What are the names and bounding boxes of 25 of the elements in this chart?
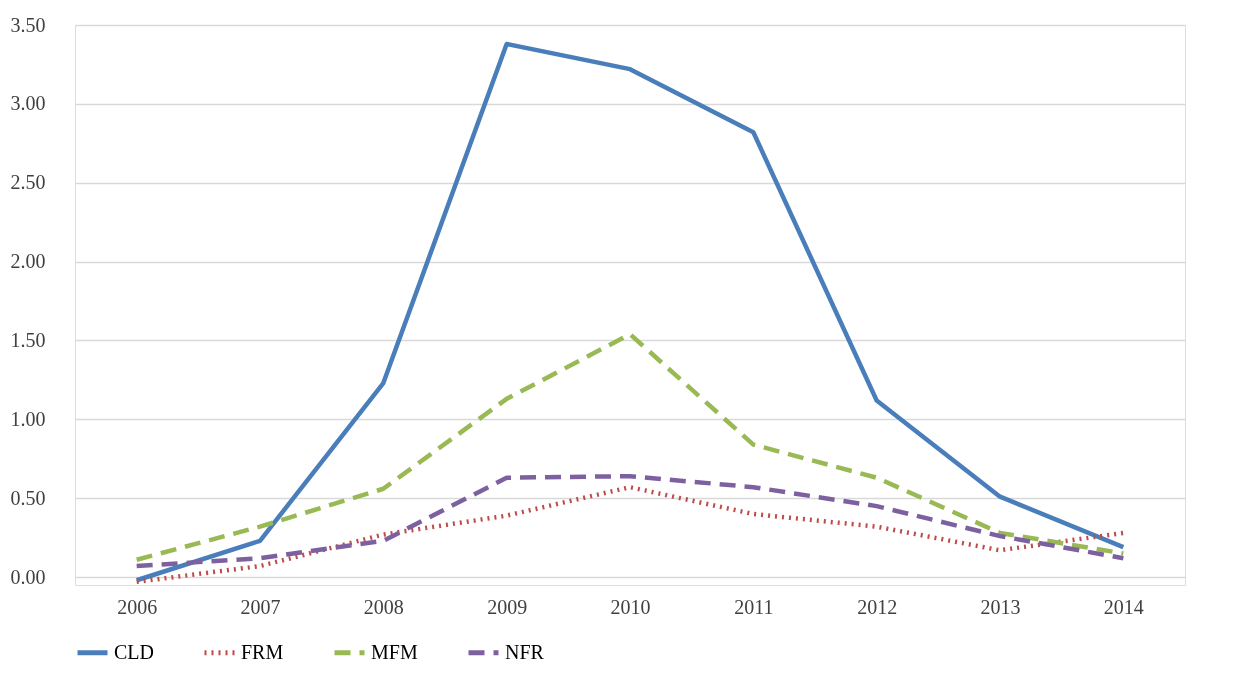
x-tick-label: 2010 — [610, 595, 651, 618]
line-series — [134, 331, 1126, 563]
line-series — [134, 484, 1126, 585]
legend-label: MFM — [371, 640, 418, 663]
x-tick-label: 2014 — [1103, 595, 1144, 618]
line-series — [134, 473, 1126, 569]
x-tick-label: 2011 — [734, 595, 774, 618]
x-tick-label: 2006 — [117, 595, 158, 618]
y-tick-label: 3.00 — [10, 92, 46, 115]
x-tick-label: 2007 — [240, 595, 281, 618]
x-tick-label: 2009 — [487, 595, 528, 618]
legend-label: CLD — [114, 640, 154, 663]
x-tick-label: 2013 — [980, 595, 1021, 618]
x-tick-label: 2012 — [857, 595, 898, 618]
y-tick-label: 0.00 — [10, 565, 46, 588]
y-tick-label: 1.00 — [10, 407, 46, 430]
legend-label: NFR — [505, 640, 545, 663]
line-series — [134, 41, 1126, 583]
x-tick-label: 2008 — [363, 595, 404, 618]
y-tick-label: 2.50 — [10, 171, 46, 194]
legend-label: FRM — [241, 640, 284, 663]
y-tick-label: 0.50 — [10, 486, 46, 509]
y-tick-label: 2.00 — [10, 250, 46, 273]
y-tick-label: 1.50 — [10, 328, 46, 351]
y-tick-label: 3.50 — [10, 13, 46, 36]
